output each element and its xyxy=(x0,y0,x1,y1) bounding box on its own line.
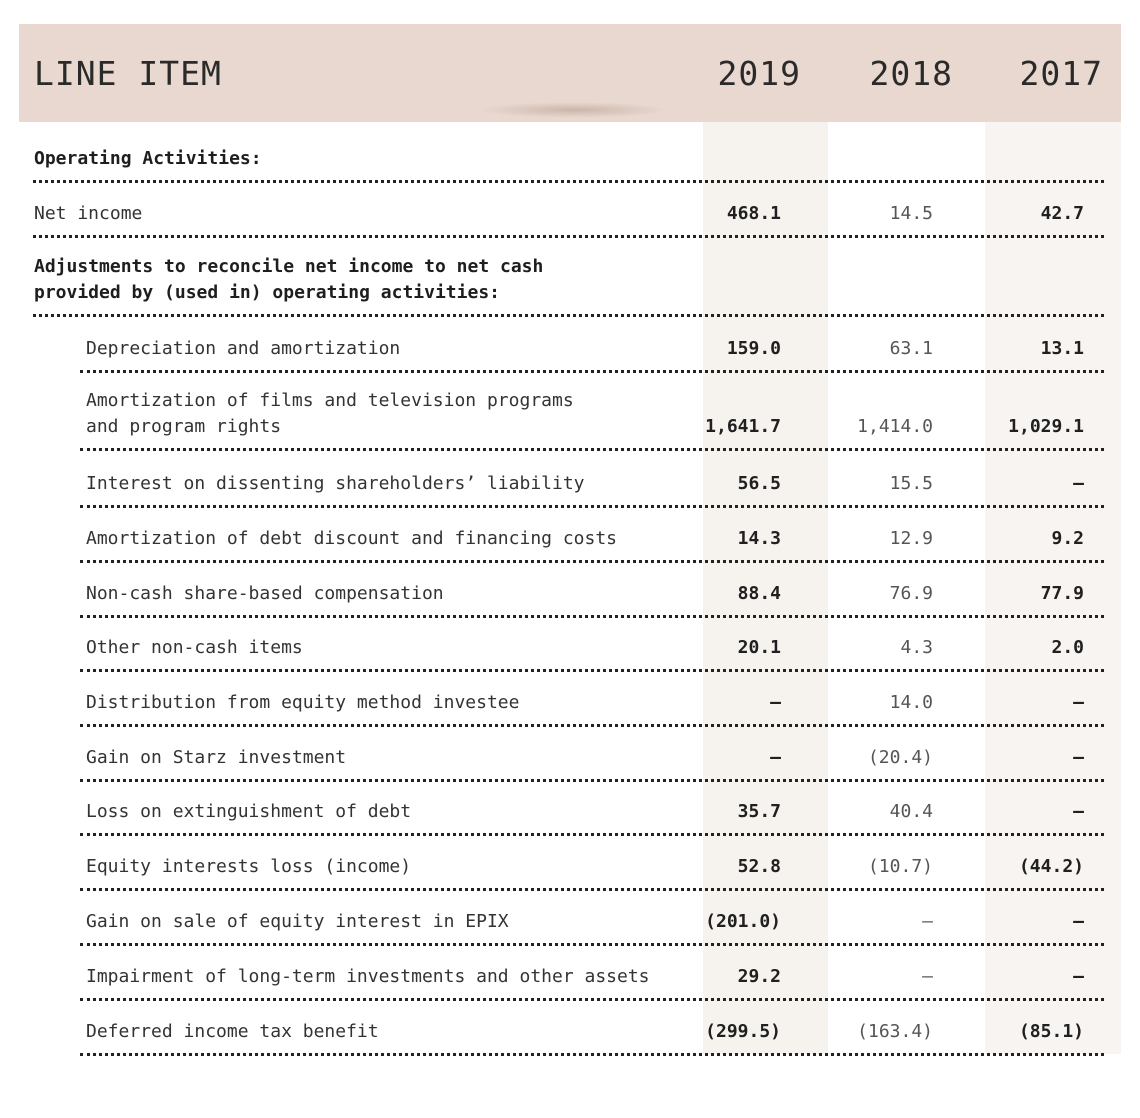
value-2019: 14.3 xyxy=(737,528,781,549)
row-label: Gain on sale of equity interest in EPIX xyxy=(86,911,509,932)
row-label: Depreciation and amortization xyxy=(86,338,401,359)
cash-flow-table: LINE ITEM 2019 2018 2017 Operating Activ… xyxy=(19,18,1121,1056)
value-2018: 40.4 xyxy=(889,801,933,822)
value-2018: (10.7) xyxy=(867,856,933,877)
value-2019: (299.5) xyxy=(705,1021,781,1042)
value-2018: 14.5 xyxy=(889,203,933,224)
value-2017: — xyxy=(1073,801,1084,822)
row-label: Amortization of debt discount and financ… xyxy=(86,528,618,549)
header-year-2017: 2017 xyxy=(1019,54,1103,93)
value-2019: (201.0) xyxy=(705,911,781,932)
value-2018: 1,414.0 xyxy=(857,416,933,437)
value-2018: (163.4) xyxy=(857,1021,933,1042)
table-row: Deferred income tax benefit (299.5) (163.4… xyxy=(80,1019,1104,1056)
table-row: Gain on sale of equity interest in EPIX (… xyxy=(80,909,1104,946)
value-2018: 14.0 xyxy=(889,692,933,713)
table-row: Net income 468.1 14.5 42.7 xyxy=(33,202,1104,238)
row-label: Interest on dissenting shareholders’ lia… xyxy=(86,473,585,494)
row-label: Equity interests loss (income) xyxy=(86,856,412,877)
value-2017: — xyxy=(1073,911,1084,932)
value-2019: — xyxy=(770,692,781,713)
value-2017: (85.1) xyxy=(1018,1021,1084,1042)
value-2018: 63.1 xyxy=(889,338,933,359)
value-2019: — xyxy=(770,747,781,768)
table-row: Operating Activities: xyxy=(33,148,1104,183)
header-year-2019: 2019 xyxy=(717,54,801,93)
value-2018: — xyxy=(922,911,933,932)
value-2018: 76.9 xyxy=(889,583,933,604)
value-2019: 159.0 xyxy=(726,338,781,359)
row-label: Distribution from equity method investee xyxy=(86,692,520,713)
row-label: Loss on extinguishment of debt xyxy=(86,801,412,822)
value-2019: 29.2 xyxy=(737,966,781,987)
row-label: Net income xyxy=(34,203,143,224)
table-row: Adjustments to reconcile net income to n… xyxy=(33,255,1104,317)
row-label: Deferred income tax benefit xyxy=(86,1021,379,1042)
row-label: Gain on Starz investment xyxy=(86,747,347,768)
table-header: LINE ITEM 2019 2018 2017 xyxy=(19,18,1121,122)
header-notch xyxy=(388,18,758,24)
table-row: Non-cash share-based compensation 88.4 76.… xyxy=(80,581,1104,618)
value-2017: — xyxy=(1073,473,1084,494)
value-2019: 20.1 xyxy=(737,637,781,658)
table-row: Gain on Starz investment — (20.4) — xyxy=(80,745,1104,782)
value-2017: 77.9 xyxy=(1040,583,1084,604)
value-2017: — xyxy=(1073,966,1084,987)
value-2019: 52.8 xyxy=(737,856,781,877)
value-2018: 4.3 xyxy=(900,637,933,658)
value-2019: 35.7 xyxy=(737,801,781,822)
value-2017: 2.0 xyxy=(1051,637,1084,658)
column-2019-background xyxy=(703,122,828,1054)
value-2018: 12.9 xyxy=(889,528,933,549)
row-label: Non-cash share-based compensation xyxy=(86,583,444,604)
header-year-2018: 2018 xyxy=(869,54,953,93)
value-2019: 56.5 xyxy=(737,473,781,494)
value-2017: 1,029.1 xyxy=(1008,416,1084,437)
value-2017: — xyxy=(1073,747,1084,768)
row-label: Adjustments to reconcile net income to n… xyxy=(34,256,544,303)
value-2017: 13.1 xyxy=(1040,338,1084,359)
table-row: Distribution from equity method investee… xyxy=(80,691,1104,727)
value-2019: 1,641.7 xyxy=(705,416,781,437)
column-2017-background xyxy=(985,122,1121,1054)
row-label: Impairment of long-term investments and … xyxy=(86,966,650,987)
header-line-item: LINE ITEM xyxy=(34,54,222,93)
value-2019: 468.1 xyxy=(726,203,781,224)
table-row: Depreciation and amortization 159.0 63.1 13… xyxy=(80,337,1104,373)
value-2018: (20.4) xyxy=(867,747,933,768)
value-2017: 9.2 xyxy=(1051,528,1084,549)
value-2018: — xyxy=(922,966,933,987)
table-row: Loss on extinguishment of debt 35.7 40.4 — xyxy=(80,800,1104,836)
table-row: Amortization of films and television pro… xyxy=(80,390,1104,451)
header-shadow xyxy=(479,102,669,118)
table-row: Equity interests loss (income) 52.8 (10.7)… xyxy=(80,855,1104,891)
table-row: Impairment of long-term investments and … xyxy=(80,964,1104,1001)
table-row: Amortization of debt discount and financ… xyxy=(80,526,1104,563)
row-label: Operating Activities: xyxy=(34,148,262,169)
value-2018: 15.5 xyxy=(889,473,933,494)
value-2017: 42.7 xyxy=(1040,203,1084,224)
row-label: Other non-cash items xyxy=(86,637,303,658)
table-row: Interest on dissenting shareholders’ lia… xyxy=(80,471,1104,508)
value-2017: (44.2) xyxy=(1018,856,1084,877)
value-2017: — xyxy=(1073,692,1084,713)
row-label: Amortization of films and television pro… xyxy=(86,390,574,437)
table-row: Other non-cash items 20.1 4.3 2.0 xyxy=(80,636,1104,672)
value-2019: 88.4 xyxy=(737,583,781,604)
